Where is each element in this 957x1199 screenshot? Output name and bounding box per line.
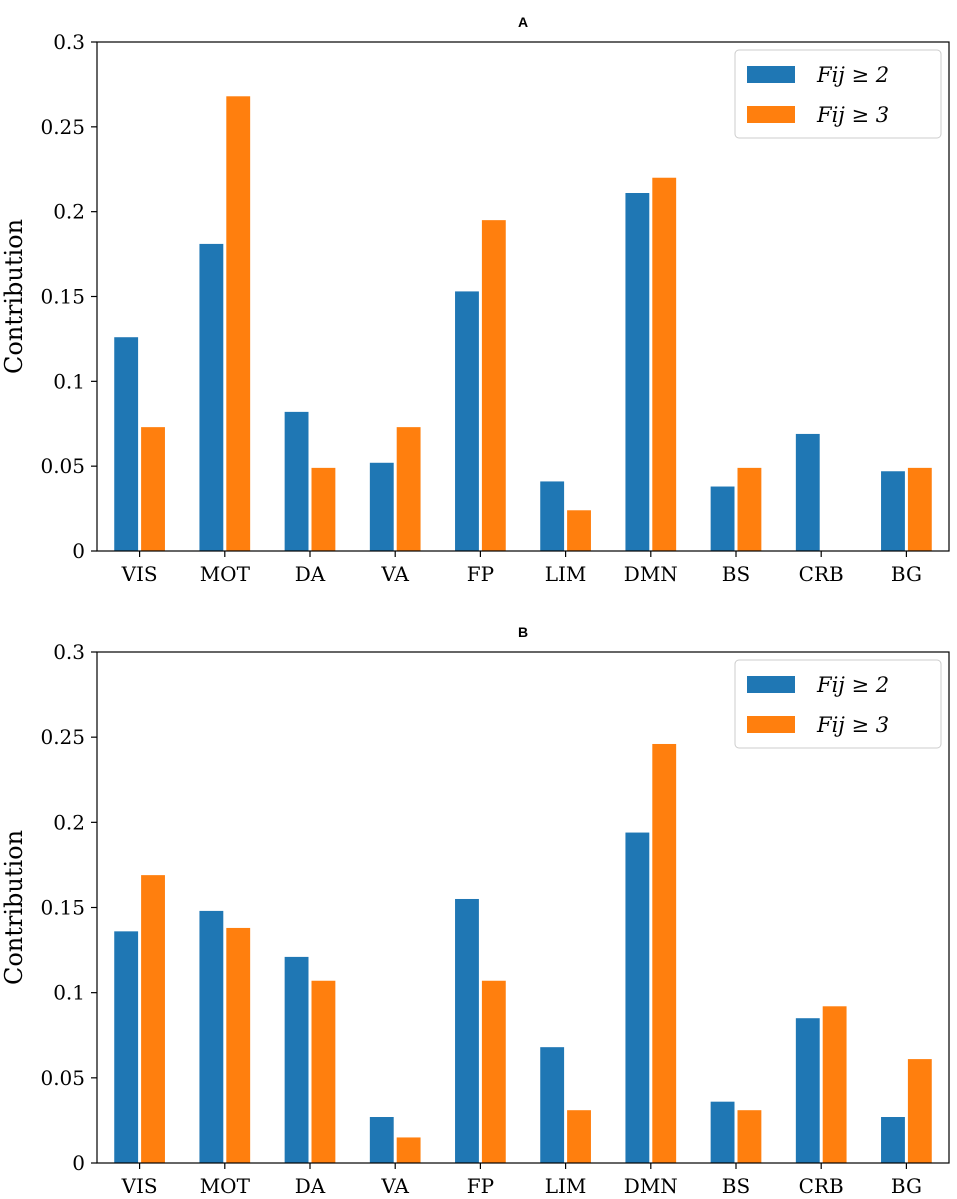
x-tick-label: MOT bbox=[200, 562, 251, 586]
x-tick-label: FP bbox=[467, 562, 494, 586]
x-tick-label: DMN bbox=[624, 1174, 678, 1198]
x-tick-label: VIS bbox=[121, 562, 158, 586]
y-tick-label: 0.25 bbox=[40, 725, 85, 749]
y-axis-label: Contribution bbox=[0, 219, 28, 374]
y-tick-label: 0.05 bbox=[40, 454, 85, 478]
chart-panel-a: A Contribution 0 0.05 0.1 0.15 0.2 0.25 0.3 VIS MO… bbox=[0, 14, 950, 586]
legend-label-1: Fij ≥ 2 bbox=[816, 673, 889, 697]
y-tick-label: 0.25 bbox=[40, 115, 85, 139]
bar-bs-series-2 bbox=[737, 467, 762, 551]
y-tick-label: 0.3 bbox=[53, 640, 85, 664]
chart-title: B bbox=[518, 624, 528, 640]
x-tick-label: FP bbox=[467, 1174, 494, 1198]
bar-dmn-series-1 bbox=[625, 193, 650, 551]
legend-label-2: Fij ≥ 3 bbox=[816, 713, 889, 737]
bar-dmn-series-2 bbox=[652, 743, 677, 1163]
bar-fp-series-1 bbox=[455, 291, 479, 551]
y-tick-label: 0.1 bbox=[53, 981, 85, 1005]
bar-fp-series-2 bbox=[481, 220, 506, 551]
bar-mot-series-1 bbox=[199, 910, 224, 1163]
bar-vis-series-2 bbox=[141, 427, 165, 551]
legend-label-1: Fij ≥ 2 bbox=[816, 63, 889, 87]
bar-va-series-1 bbox=[369, 1117, 394, 1163]
bar-bg-series-1 bbox=[881, 1117, 905, 1163]
y-tick-label: 0.2 bbox=[53, 810, 85, 834]
y-axis-label: Contribution bbox=[0, 830, 28, 985]
legend: Fij ≥ 2 Fij ≥ 3 bbox=[734, 49, 942, 139]
bar-crb-series-1 bbox=[795, 1018, 820, 1163]
bar-va-series-2 bbox=[396, 427, 421, 551]
y-tick-label: 0 bbox=[72, 1151, 85, 1175]
legend-swatch-1 bbox=[747, 66, 795, 83]
x-tick-label: DA bbox=[295, 562, 326, 586]
x-tick-label: BG bbox=[891, 562, 922, 586]
x-tick-label: VA bbox=[380, 562, 409, 586]
bar-lim-series-1 bbox=[540, 1047, 565, 1163]
y-tick-label: 0.1 bbox=[53, 369, 85, 393]
bar-lim-series-2 bbox=[567, 1110, 591, 1163]
legend-swatch-2 bbox=[747, 106, 795, 123]
bar-da-series-2 bbox=[311, 467, 336, 551]
y-tick-label: 0.2 bbox=[53, 200, 85, 224]
bar-fp-series-1 bbox=[455, 898, 479, 1163]
bar-mot-series-2 bbox=[226, 927, 251, 1163]
legend-swatch-2 bbox=[747, 716, 795, 733]
chart-title: A bbox=[518, 14, 528, 30]
bar-da-series-2 bbox=[311, 980, 336, 1163]
bar-bs-series-1 bbox=[710, 486, 735, 551]
x-tick-label: VIS bbox=[121, 1174, 158, 1198]
x-tick-label: DMN bbox=[624, 562, 678, 586]
bar-dmn-series-1 bbox=[625, 832, 650, 1163]
x-tick-label: CRB bbox=[799, 562, 844, 586]
x-tick-label: VA bbox=[380, 1174, 409, 1198]
y-tick-label: 0 bbox=[72, 539, 85, 563]
y-tick-label: 0.05 bbox=[40, 1066, 85, 1090]
y-tick-label: 0.15 bbox=[40, 896, 85, 920]
x-tick-label: BS bbox=[722, 562, 750, 586]
y-tick-label: 0.15 bbox=[40, 285, 85, 309]
bar-bs-series-2 bbox=[737, 1110, 762, 1163]
x-tick-label: DA bbox=[295, 1174, 326, 1198]
bar-bg-series-2 bbox=[907, 467, 932, 551]
legend-swatch-1 bbox=[747, 676, 795, 693]
bar-bg-series-2 bbox=[907, 1059, 932, 1163]
x-tick-label: CRB bbox=[799, 1174, 844, 1198]
legend-label-2: Fij ≥ 3 bbox=[816, 103, 889, 127]
chart-panel-b: B Contribution 0 0.05 0.1 0.15 0.2 0.25 0.3 VIS MO… bbox=[0, 624, 950, 1198]
bar-crb-series-2 bbox=[822, 1006, 847, 1163]
legend: Fij ≥ 2 Fij ≥ 3 bbox=[734, 659, 942, 749]
y-tick-label: 0.3 bbox=[53, 30, 85, 54]
plot-frame bbox=[96, 41, 950, 552]
bar-va-series-1 bbox=[369, 462, 394, 551]
bar-vis-series-2 bbox=[141, 875, 165, 1163]
bar-dmn-series-2 bbox=[652, 177, 677, 551]
bar-da-series-1 bbox=[284, 956, 309, 1163]
bar-bs-series-1 bbox=[710, 1101, 735, 1163]
x-tick-label: MOT bbox=[200, 1174, 251, 1198]
bar-bg-series-1 bbox=[881, 471, 905, 551]
bar-lim-series-2 bbox=[567, 510, 591, 551]
bar-mot-series-1 bbox=[199, 243, 224, 552]
x-tick-label: LIM bbox=[545, 1174, 587, 1198]
x-tick-label: BG bbox=[891, 1174, 922, 1198]
bar-da-series-1 bbox=[284, 411, 309, 551]
bar-va-series-2 bbox=[396, 1137, 421, 1163]
bar-vis-series-1 bbox=[114, 931, 139, 1163]
bar-fp-series-2 bbox=[481, 980, 506, 1163]
plot-frame bbox=[96, 651, 950, 1164]
bar-mot-series-2 bbox=[226, 96, 251, 551]
bar-crb-series-1 bbox=[795, 433, 820, 551]
bar-vis-series-1 bbox=[114, 337, 139, 551]
x-tick-label: LIM bbox=[545, 562, 587, 586]
bar-lim-series-1 bbox=[540, 481, 565, 551]
x-tick-label: BS bbox=[722, 1174, 750, 1198]
